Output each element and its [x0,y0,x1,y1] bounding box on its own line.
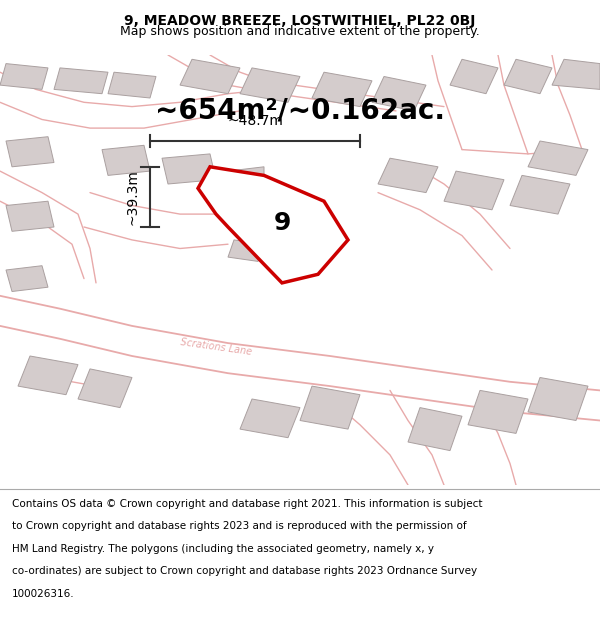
Polygon shape [450,59,498,94]
Text: ~654m²/~0.162ac.: ~654m²/~0.162ac. [155,97,445,125]
Text: 9, MEADOW BREEZE, LOSTWITHIEL, PL22 0BJ: 9, MEADOW BREEZE, LOSTWITHIEL, PL22 0BJ [124,14,476,28]
Text: 9: 9 [274,211,290,235]
Text: to Crown copyright and database rights 2023 and is reproduced with the permissio: to Crown copyright and database rights 2… [12,521,467,531]
Polygon shape [528,378,588,421]
Polygon shape [372,76,426,111]
Text: Contains OS data © Crown copyright and database right 2021. This information is : Contains OS data © Crown copyright and d… [12,499,482,509]
Polygon shape [240,68,300,102]
Polygon shape [468,391,528,433]
Text: Map shows position and indicative extent of the property.: Map shows position and indicative extent… [120,26,480,39]
Polygon shape [180,59,240,94]
Text: 100026316.: 100026316. [12,589,74,599]
Polygon shape [6,137,54,167]
Polygon shape [528,141,588,176]
Polygon shape [6,201,54,231]
Polygon shape [444,171,504,210]
Text: HM Land Registry. The polygons (including the associated geometry, namely x, y: HM Land Registry. The polygons (includin… [12,544,434,554]
Polygon shape [300,386,360,429]
Polygon shape [102,145,150,176]
Polygon shape [240,399,300,437]
Polygon shape [510,176,570,214]
Polygon shape [6,266,48,291]
Polygon shape [228,167,264,197]
Polygon shape [408,408,462,451]
Text: ~39.3m: ~39.3m [125,169,139,225]
Polygon shape [312,72,372,107]
Polygon shape [552,59,600,89]
Polygon shape [378,158,438,192]
Polygon shape [18,356,78,395]
Polygon shape [228,240,264,261]
Polygon shape [198,167,348,283]
Polygon shape [504,59,552,94]
Polygon shape [108,72,156,98]
Text: Scrations Lane: Scrations Lane [179,338,253,357]
Polygon shape [78,369,132,408]
Text: ~48.7m: ~48.7m [227,114,283,128]
Polygon shape [162,154,216,184]
Text: co-ordinates) are subject to Crown copyright and database rights 2023 Ordnance S: co-ordinates) are subject to Crown copyr… [12,566,477,576]
Polygon shape [0,64,48,89]
Polygon shape [54,68,108,94]
